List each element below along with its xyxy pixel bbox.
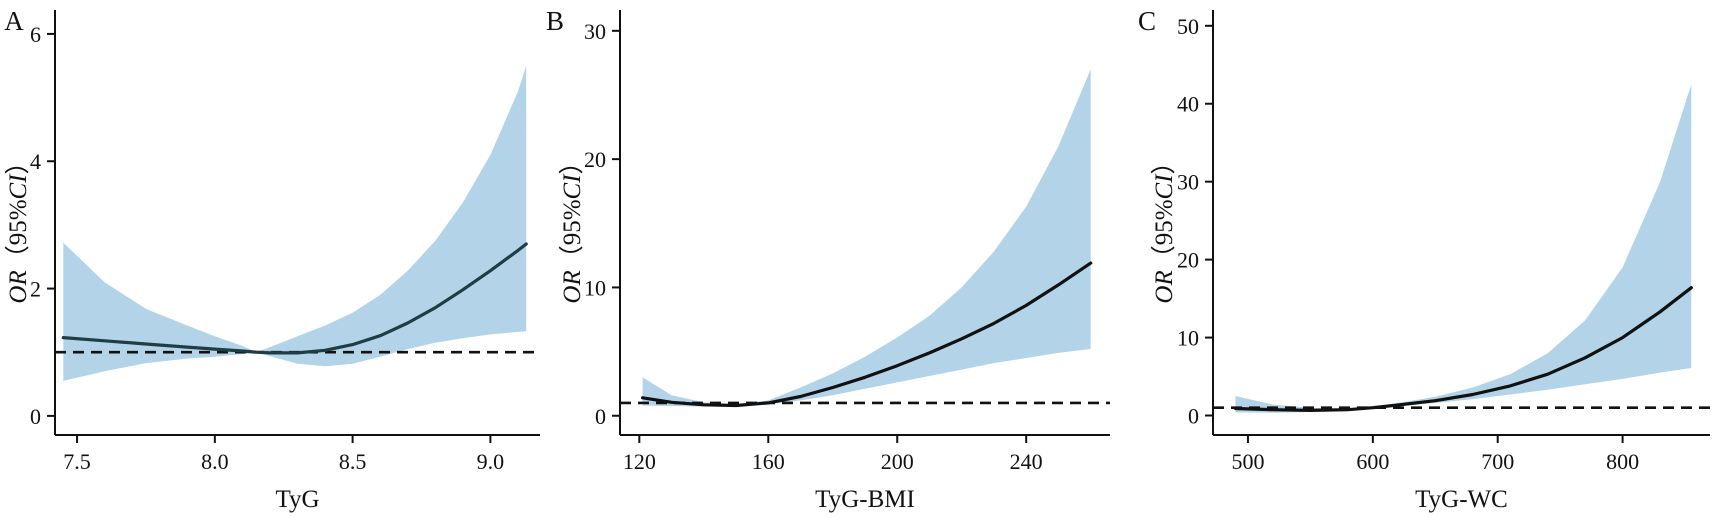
y-axis-title-part: CI [5,173,32,200]
x-tick-label: 700 [1481,449,1514,474]
x-tick-label: 240 [1010,449,1043,474]
or-curve [61,242,528,355]
y-axis-title-part: ） [4,149,32,174]
y-tick-label: 50 [1177,14,1199,39]
y-tick-label: 6 [30,22,41,47]
x-tick-label: 160 [752,449,785,474]
x-tick-label: 8.0 [201,449,229,474]
y-tick-label: 30 [584,19,606,44]
y-axis-title-part: （95% [4,199,32,270]
x-tick-label: 800 [1606,449,1639,474]
y-axis-title-part: CI [1151,173,1178,200]
y-tick-label: 0 [1188,404,1199,429]
x-tick-label: 9.0 [477,449,505,474]
y-tick-label: 40 [1177,92,1199,117]
panel-letter: B [546,6,564,36]
x-tick-label: 600 [1356,449,1389,474]
y-axis-title-part: （95% [1150,199,1178,270]
y-tick-label: 30 [1177,170,1199,195]
y-tick-label: 20 [584,147,606,172]
or-curve [640,261,1093,408]
panel-letter: A [4,6,24,36]
ci-band [1235,84,1692,413]
y-tick-label: 10 [1177,326,1199,351]
x-tick-label: 120 [623,449,656,474]
x-axis-title: TyG-BMI [815,486,915,513]
or-curve [1233,286,1693,412]
x-tick-label: 500 [1231,449,1264,474]
ci-band [63,65,527,381]
panel-letter: C [1138,6,1156,36]
x-tick-label: 200 [881,449,914,474]
y-tick-label: 10 [584,275,606,300]
y-axis-title: OR（95%CI） [558,149,586,303]
x-axis-title: TyG [275,486,319,513]
y-axis-title-part: OR [1151,270,1178,303]
y-tick-label: 4 [30,149,41,174]
x-axis-title: TyG-WC [1415,486,1508,513]
y-axis-title-part: CI [559,173,586,200]
y-tick-label: 2 [30,277,41,302]
y-axis-title-part: OR [5,270,32,303]
y-axis-title: OR（95%CI） [4,149,32,303]
y-axis-title-part: ） [1150,149,1178,174]
y-tick-label: 20 [1177,248,1199,273]
y-axis-title-part: （95% [558,199,586,270]
x-tick-label: 7.5 [63,449,91,474]
panel-c: 500 600 700 800 0 10 20 30 40 50 TyG-WC OR（95%CI） C [1138,6,1710,513]
y-axis-title: OR（95%CI） [1150,149,1178,303]
y-tick-label: 0 [595,404,606,429]
panel-b: 120 160 200 240 0 10 20 30 TyG-BMI OR（95%CI） B [546,6,1110,513]
panel-a: 7.5 8.0 8.5 9.0 0 2 4 6 TyG OR（95%CI） A [4,6,540,513]
y-axis-title-part: ） [558,149,586,174]
y-tick-label: 0 [30,404,41,429]
ci-band [642,69,1091,407]
x-tick-label: 8.5 [339,449,367,474]
y-axis-title-part: OR [559,270,586,303]
